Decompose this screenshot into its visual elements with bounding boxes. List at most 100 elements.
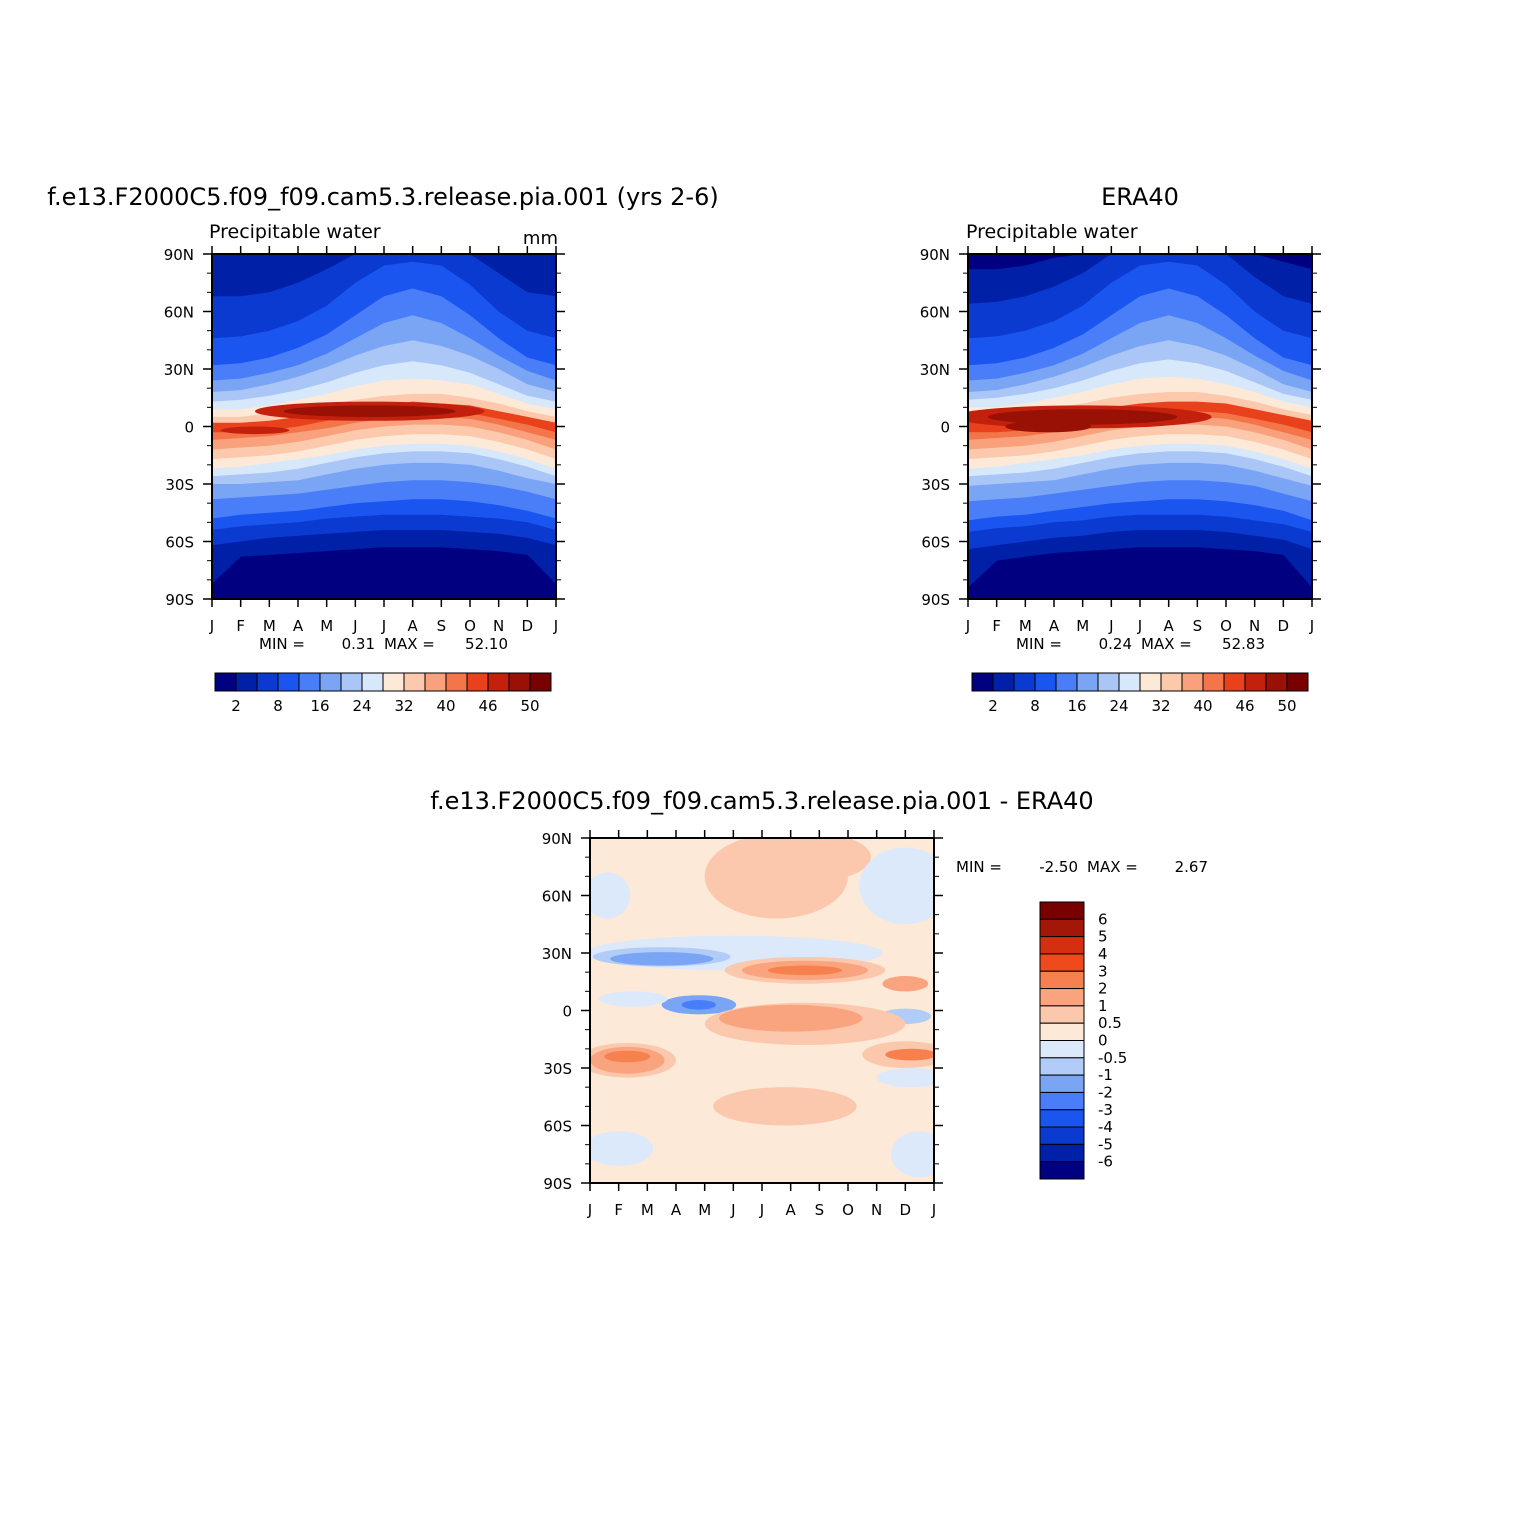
x-tick-label: N — [1249, 617, 1260, 635]
x-tick-label: A — [786, 1201, 797, 1219]
contour-blob-15 — [767, 965, 843, 976]
panel-2-colorbar: 2 8 16 24 32 40 46 50 — [971, 672, 1309, 715]
contour-blob-24 — [590, 1131, 654, 1166]
contour-blob-2 — [220, 426, 290, 435]
x-tick-label: J — [553, 617, 558, 635]
colorbar-box — [1139, 672, 1162, 692]
colorbar-box — [445, 672, 468, 692]
colorbar-box — [992, 672, 1015, 692]
x-tick-label: O — [842, 1201, 854, 1219]
y-tick-label: 60N — [920, 304, 950, 322]
panel-3-min-value: -2.50 — [1039, 858, 1078, 876]
contour-blob-2 — [859, 847, 934, 925]
colorbar-box — [1039, 1143, 1085, 1163]
x-tick-label: M — [1019, 617, 1032, 635]
colorbar-box — [298, 672, 321, 692]
colorbar-box — [1181, 672, 1204, 692]
colorbar-box — [1039, 970, 1085, 990]
colorbar-label: 24 — [352, 697, 371, 715]
panel-1-min-label: MIN = — [259, 635, 305, 653]
y-tick-label: 30N — [542, 945, 572, 963]
contour-blob-1 — [988, 409, 1178, 425]
colorbar-label: 0.5 — [1098, 1014, 1122, 1032]
y-tick-label: 90N — [164, 246, 194, 264]
x-tick-label: J — [965, 617, 970, 635]
colorbar-label: 1 — [1098, 997, 1108, 1015]
colorbar-box — [1097, 672, 1120, 692]
colorbar-box — [1244, 672, 1267, 692]
colorbar-box — [508, 672, 531, 692]
colorbar-box — [382, 672, 405, 692]
contour-blob-16 — [882, 976, 929, 992]
colorbar-label: 46 — [478, 697, 497, 715]
x-tick-label: O — [1220, 617, 1232, 635]
panel-2-min-value: 0.24 — [1099, 635, 1132, 653]
x-tick-label: A — [671, 1201, 682, 1219]
colorbar-label: 8 — [273, 697, 283, 715]
colorbar-label: 2 — [1098, 980, 1108, 998]
x-tick-label: M — [698, 1201, 711, 1219]
panel-1-min-value: 0.31 — [342, 635, 375, 653]
contour-blob-9 — [598, 991, 668, 1007]
colorbar-label: 3 — [1098, 962, 1108, 980]
colorbar-label: 50 — [1277, 697, 1296, 715]
colorbar-box — [340, 672, 363, 692]
colorbar-label: 24 — [1109, 697, 1128, 715]
contour-blob-21 — [885, 1048, 934, 1061]
colorbar-label: 32 — [1151, 697, 1170, 715]
contour-blob-3 — [590, 872, 631, 919]
panel-3-title: f.e13.F2000C5.f09_f09.cam5.3.release.pia… — [430, 787, 1093, 815]
colorbar-box — [277, 672, 300, 692]
x-tick-label: A — [408, 617, 419, 635]
x-tick-label: S — [815, 1201, 825, 1219]
colorbar-box — [1039, 918, 1085, 938]
contour-blob-19 — [604, 1050, 651, 1063]
colorbar-label: -4 — [1098, 1118, 1113, 1136]
x-tick-label: J — [1309, 617, 1314, 635]
colorbar-box — [1039, 901, 1085, 920]
colorbar-label: -5 — [1098, 1135, 1113, 1153]
x-tick-label: N — [871, 1201, 882, 1219]
colorbar-box — [1039, 953, 1085, 972]
colorbar-box — [235, 672, 258, 692]
y-tick-label: 60S — [921, 534, 950, 552]
y-tick-label: 0 — [940, 419, 950, 437]
y-tick-label: 30S — [165, 476, 194, 494]
colorbar-box — [1039, 936, 1085, 955]
colorbar-box — [1039, 1005, 1085, 1024]
x-tick-label: J — [1108, 617, 1113, 635]
colorbar-label: 4 — [1098, 945, 1108, 963]
y-tick-label: 60S — [543, 1118, 572, 1136]
x-tick-label: A — [1164, 617, 1175, 635]
y-tick-label: 30N — [164, 361, 194, 379]
panel-2-max-value: 52.83 — [1222, 635, 1265, 653]
panel-2-subtitle: Precipitable water — [966, 221, 1138, 243]
x-tick-label: J — [1137, 617, 1142, 635]
panel-2-min-label: MIN = — [1016, 635, 1062, 653]
colorbar-label: -2 — [1098, 1083, 1113, 1101]
colorbar-box — [1265, 672, 1288, 692]
colorbar-label: -6 — [1098, 1153, 1113, 1171]
colorbar-box — [1055, 672, 1078, 692]
contour-blob-1 — [767, 838, 871, 881]
colorbar-box — [1039, 1091, 1085, 1111]
panel-1-max-value: 52.10 — [465, 635, 508, 653]
colorbar-box — [1034, 672, 1057, 692]
x-tick-label: J — [352, 617, 357, 635]
colorbar-label: 2 — [988, 697, 998, 715]
colorbar-label: 8 — [1030, 697, 1040, 715]
x-tick-label: M — [263, 617, 276, 635]
y-tick-label: 30S — [921, 476, 950, 494]
x-tick-label: F — [992, 617, 1001, 635]
colorbar-box — [424, 672, 447, 692]
colorbar-label: -1 — [1098, 1066, 1113, 1084]
x-tick-label: A — [1049, 617, 1060, 635]
x-tick-label: J — [209, 617, 214, 635]
y-tick-label: 0 — [562, 1003, 572, 1021]
colorbar-box — [1039, 1161, 1085, 1180]
colorbar-box — [256, 672, 279, 692]
colorbar-box — [1118, 672, 1141, 692]
panel-1-title: f.e13.F2000C5.f09_f09.cam5.3.release.pia… — [47, 183, 718, 211]
colorbar-box — [361, 672, 384, 692]
colorbar-label: 46 — [1235, 697, 1254, 715]
